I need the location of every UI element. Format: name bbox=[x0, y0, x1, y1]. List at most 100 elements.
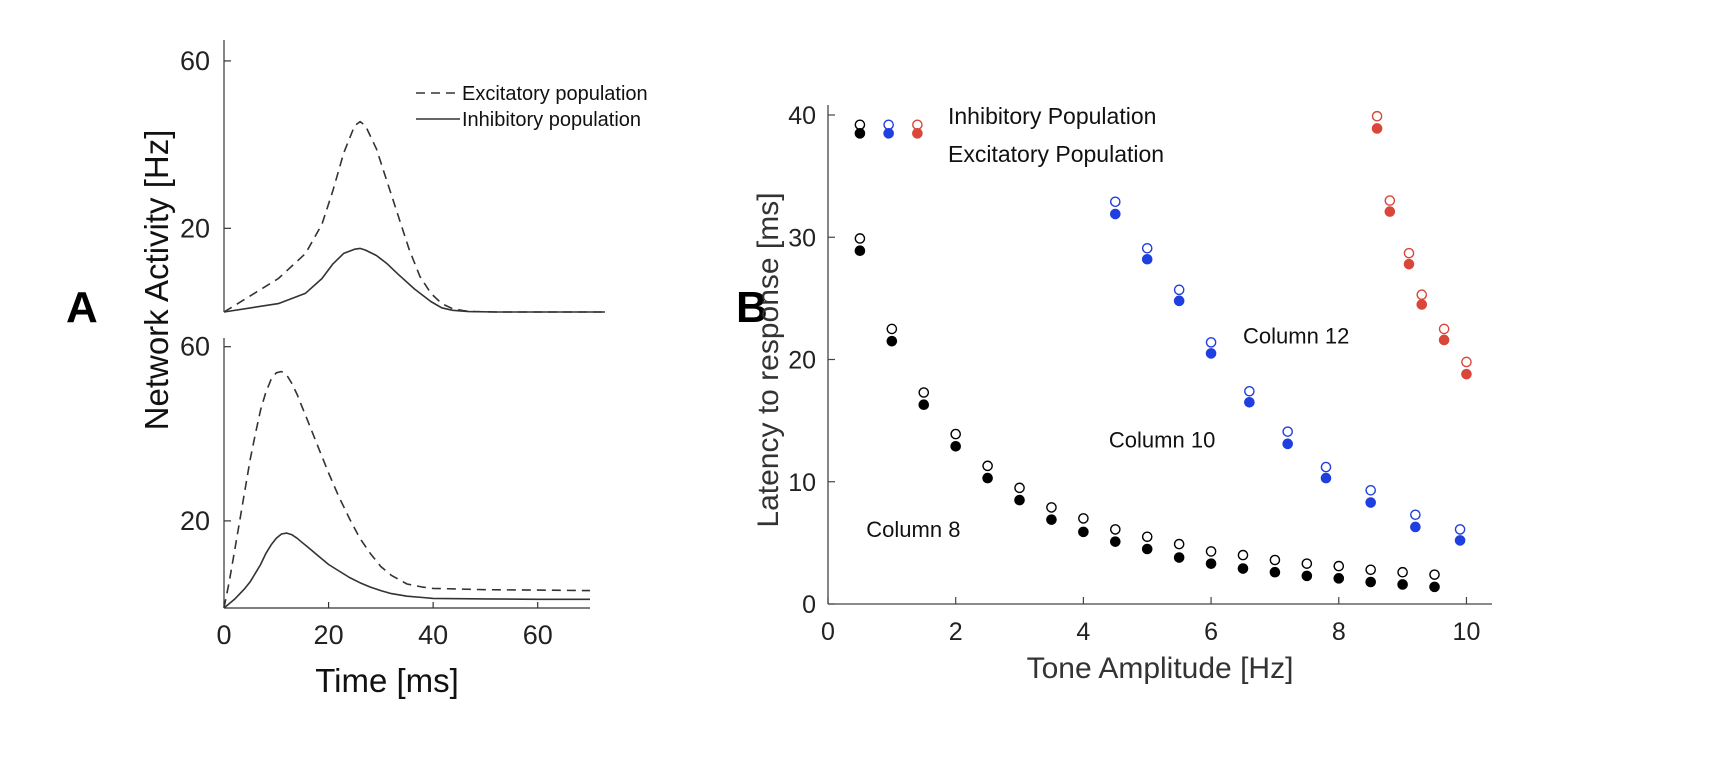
inhibitory-point bbox=[1438, 323, 1450, 335]
x-axis-label: Time [ms] bbox=[315, 662, 459, 699]
inhibitory-point bbox=[1371, 110, 1383, 122]
inhibitory-point bbox=[1141, 531, 1153, 543]
y-axis-label: Latency to response [ms] bbox=[752, 192, 785, 527]
excitatory-point bbox=[912, 128, 923, 139]
excitatory-point bbox=[1403, 258, 1415, 270]
inhibitory-point bbox=[854, 233, 866, 244]
inhibitory-point bbox=[1416, 289, 1428, 301]
x-tick-label: 4 bbox=[1076, 618, 1090, 646]
inhibitory-point bbox=[1110, 196, 1121, 208]
excitatory-point bbox=[1141, 543, 1153, 555]
excitatory-point bbox=[950, 440, 961, 452]
x-tick-label: 60 bbox=[523, 620, 553, 650]
y-axis-label: Network Activity [Hz] bbox=[138, 130, 175, 431]
excitatory-point bbox=[1078, 526, 1089, 538]
x-tick-label: 0 bbox=[216, 620, 231, 650]
x-axis-label: Tone Amplitude [Hz] bbox=[1027, 652, 1294, 685]
excitatory-point bbox=[982, 472, 993, 484]
y-tick-label: 40 bbox=[788, 102, 816, 130]
x-tick-label: 6 bbox=[1204, 618, 1218, 646]
legend-label: Inhibitory population bbox=[462, 109, 641, 131]
excitatory-point bbox=[1110, 536, 1121, 547]
panel-a-bottom-plot: 60 20 0 20 40 60 Time [ms] Network Activity [Hz… bbox=[138, 130, 591, 699]
y-tick-label: 60 bbox=[180, 46, 210, 76]
excitatory-point bbox=[1454, 535, 1466, 546]
inhibitory-point bbox=[1205, 337, 1217, 348]
inhibitory-point bbox=[1269, 554, 1281, 566]
inhibitory-point bbox=[1403, 247, 1415, 259]
inhibitory-point bbox=[1244, 385, 1255, 397]
excitatory-point bbox=[1320, 472, 1332, 484]
excitatory-point bbox=[1046, 514, 1057, 525]
inhibitory-line bbox=[223, 247, 605, 313]
inhibitory-point bbox=[1173, 284, 1185, 296]
column-annotation: Column 10 bbox=[1109, 428, 1215, 453]
inhibitory-point bbox=[1333, 560, 1345, 572]
legend-label: Excitatory Population bbox=[948, 141, 1164, 167]
excitatory-point bbox=[854, 128, 866, 139]
column-annotation: Column 12 bbox=[1243, 324, 1349, 349]
inhibitory-point bbox=[982, 460, 993, 472]
legend-label: Inhibitory Population bbox=[948, 103, 1156, 129]
excitatory-line bbox=[223, 120, 605, 313]
inhibitory-point bbox=[1078, 513, 1089, 524]
inhibitory-point bbox=[1384, 195, 1396, 206]
legend-label: Excitatory population bbox=[462, 83, 648, 105]
panel-a-label: A bbox=[66, 283, 98, 332]
excitatory-point bbox=[1244, 396, 1255, 408]
y-tick-label: 0 bbox=[802, 591, 816, 619]
inhibitory-point bbox=[912, 119, 923, 131]
x-tick-label: 40 bbox=[418, 620, 448, 650]
excitatory-point bbox=[1365, 576, 1376, 588]
x-tick-label: 8 bbox=[1332, 618, 1346, 646]
inhibitory-point bbox=[918, 387, 930, 398]
x-tick-label: 20 bbox=[314, 620, 344, 650]
inhibitory-point bbox=[886, 323, 898, 335]
excitatory-point bbox=[1384, 206, 1396, 217]
excitatory-point bbox=[886, 335, 898, 347]
excitatory-point bbox=[1438, 334, 1450, 346]
excitatory-point bbox=[918, 399, 930, 411]
excitatory-point bbox=[1416, 299, 1428, 310]
y-tick-label: 20 bbox=[180, 213, 210, 243]
y-tick-label: 20 bbox=[788, 347, 816, 375]
y-tick-label: 60 bbox=[180, 332, 210, 362]
inhibitory-point bbox=[1014, 482, 1025, 494]
inhibitory-point bbox=[1410, 509, 1421, 521]
excitatory-point bbox=[1110, 208, 1121, 220]
inhibitory-point bbox=[1397, 566, 1408, 578]
excitatory-point bbox=[854, 245, 866, 256]
inhibitory-point bbox=[1320, 461, 1332, 473]
inhibitory-point bbox=[1365, 564, 1376, 576]
excitatory-point bbox=[1173, 295, 1185, 307]
excitatory-point bbox=[1461, 368, 1472, 380]
column-annotation: Column 8 bbox=[866, 517, 960, 542]
excitatory-point bbox=[1205, 348, 1217, 359]
inhibitory-point bbox=[1110, 524, 1121, 535]
inhibitory-line bbox=[223, 532, 590, 609]
y-tick-label: 30 bbox=[788, 224, 816, 252]
y-tick-label: 10 bbox=[788, 469, 816, 497]
excitatory-point bbox=[1371, 123, 1383, 134]
excitatory-point bbox=[1282, 438, 1293, 450]
inhibitory-point bbox=[1282, 426, 1293, 437]
inhibitory-point bbox=[1454, 524, 1466, 535]
inhibitory-point bbox=[1237, 549, 1249, 561]
excitatory-point bbox=[883, 128, 894, 139]
inhibitory-point bbox=[1461, 356, 1472, 368]
excitatory-point bbox=[1397, 579, 1408, 590]
inhibitory-point bbox=[1429, 569, 1440, 580]
inhibitory-point bbox=[950, 428, 961, 440]
excitatory-point bbox=[1205, 558, 1217, 569]
inhibitory-point bbox=[1365, 485, 1376, 496]
excitatory-point bbox=[1410, 521, 1421, 533]
excitatory-point bbox=[1429, 581, 1440, 593]
inhibitory-point bbox=[1205, 546, 1217, 557]
excitatory-point bbox=[1365, 497, 1376, 508]
excitatory-point bbox=[1173, 552, 1185, 563]
inhibitory-point bbox=[1141, 242, 1153, 254]
panel-b-label: B bbox=[736, 283, 768, 332]
inhibitory-point bbox=[883, 119, 894, 131]
excitatory-point bbox=[1333, 573, 1345, 584]
